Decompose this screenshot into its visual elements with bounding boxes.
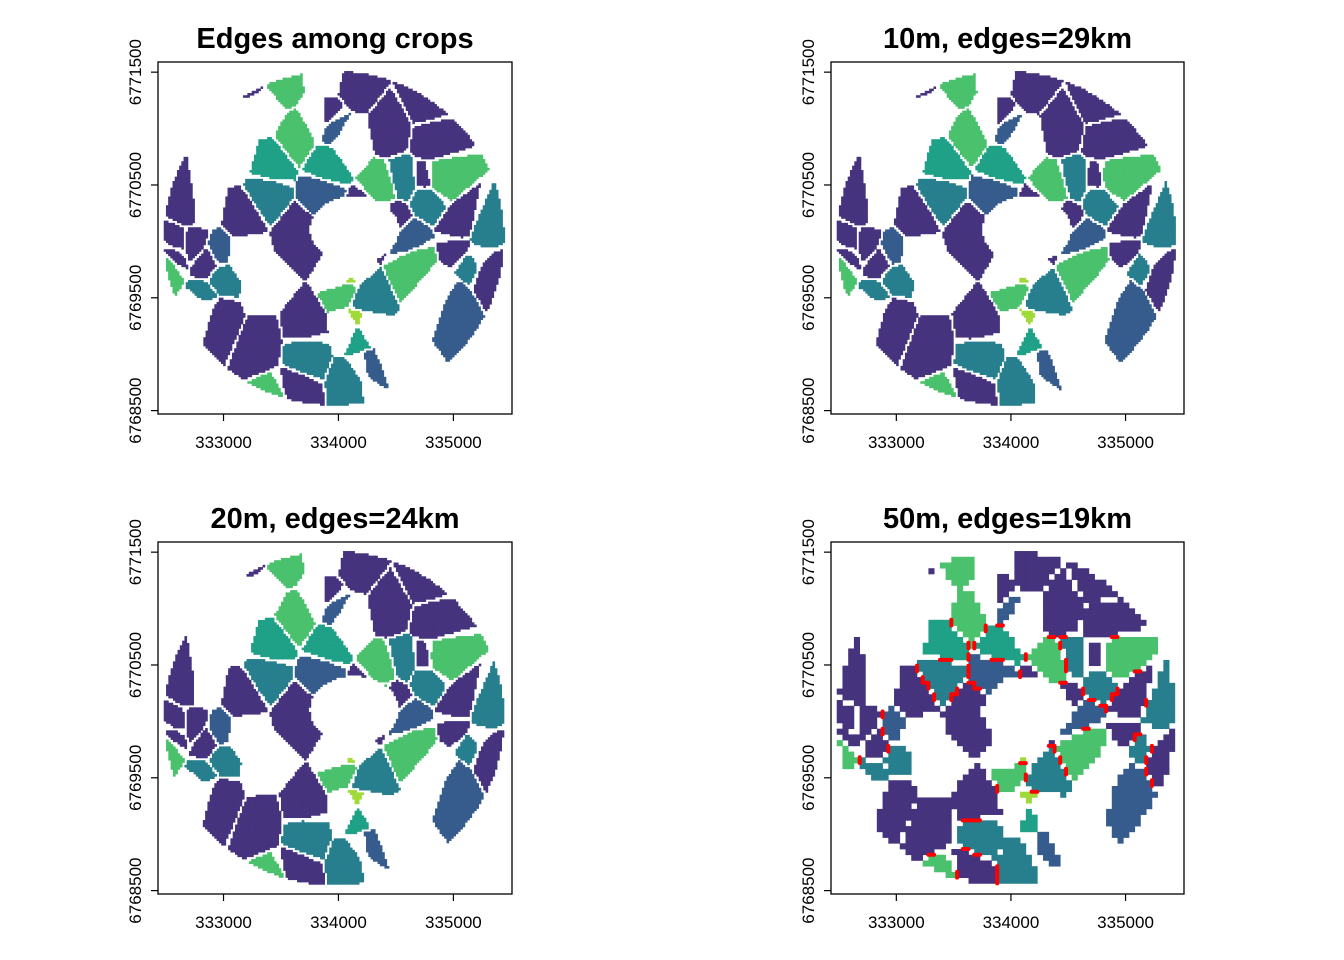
y-tick-label: 6770500 bbox=[126, 152, 145, 218]
panel-title: 50m, edges=19km bbox=[883, 503, 1132, 535]
y-tick-label: 6769500 bbox=[126, 265, 145, 331]
y-tick-label: 6770500 bbox=[799, 152, 818, 218]
y-tick-label: 6769500 bbox=[799, 745, 818, 811]
panel-1: Edges among crops 333000 334000 335000 67685… bbox=[126, 23, 512, 452]
crop-raster bbox=[837, 551, 1175, 884]
y-tick-label: 6768500 bbox=[126, 378, 145, 444]
panel-4: 50m, edges=19km 333000 334000 335000 6768500… bbox=[799, 503, 1184, 932]
panel-title: 10m, edges=29km bbox=[883, 23, 1132, 55]
y-tick-label: 6770500 bbox=[126, 632, 145, 698]
panel-title: Edges among crops bbox=[196, 23, 473, 55]
crop-raster bbox=[837, 71, 1176, 406]
x-tick-label: 333000 bbox=[868, 433, 925, 452]
x-tick-label: 335000 bbox=[425, 913, 482, 932]
x-tick-label: 335000 bbox=[425, 433, 482, 452]
panel-title: 20m, edges=24km bbox=[210, 503, 459, 535]
crop-raster bbox=[164, 71, 505, 406]
y-tick-label: 6769500 bbox=[126, 745, 145, 811]
panel-2: 10m, edges=29km 333000 334000 335000 6768500… bbox=[799, 23, 1184, 452]
panel-3: 20m, edges=24km 333000 334000 335000 6768500… bbox=[126, 503, 512, 932]
y-tick-label: 6771500 bbox=[126, 39, 145, 105]
x-tick-label: 333000 bbox=[868, 913, 925, 932]
y-tick-label: 6771500 bbox=[799, 519, 818, 585]
y-tick-label: 6771500 bbox=[799, 39, 818, 105]
x-tick-label: 334000 bbox=[983, 913, 1040, 932]
x-tick-label: 335000 bbox=[1097, 433, 1154, 452]
y-tick-label: 6768500 bbox=[799, 858, 818, 924]
y-tick-label: 6771500 bbox=[126, 519, 145, 585]
x-tick-label: 334000 bbox=[983, 433, 1040, 452]
x-tick-label: 335000 bbox=[1097, 913, 1154, 932]
y-tick-label: 6768500 bbox=[126, 858, 145, 924]
x-tick-label: 333000 bbox=[195, 913, 252, 932]
y-tick-label: 6769500 bbox=[799, 265, 818, 331]
y-tick-label: 6768500 bbox=[799, 378, 818, 444]
x-tick-label: 334000 bbox=[310, 913, 367, 932]
y-tick-label: 6770500 bbox=[799, 632, 818, 698]
x-tick-label: 334000 bbox=[310, 433, 367, 452]
x-tick-label: 333000 bbox=[195, 433, 252, 452]
crop-raster bbox=[164, 551, 505, 885]
